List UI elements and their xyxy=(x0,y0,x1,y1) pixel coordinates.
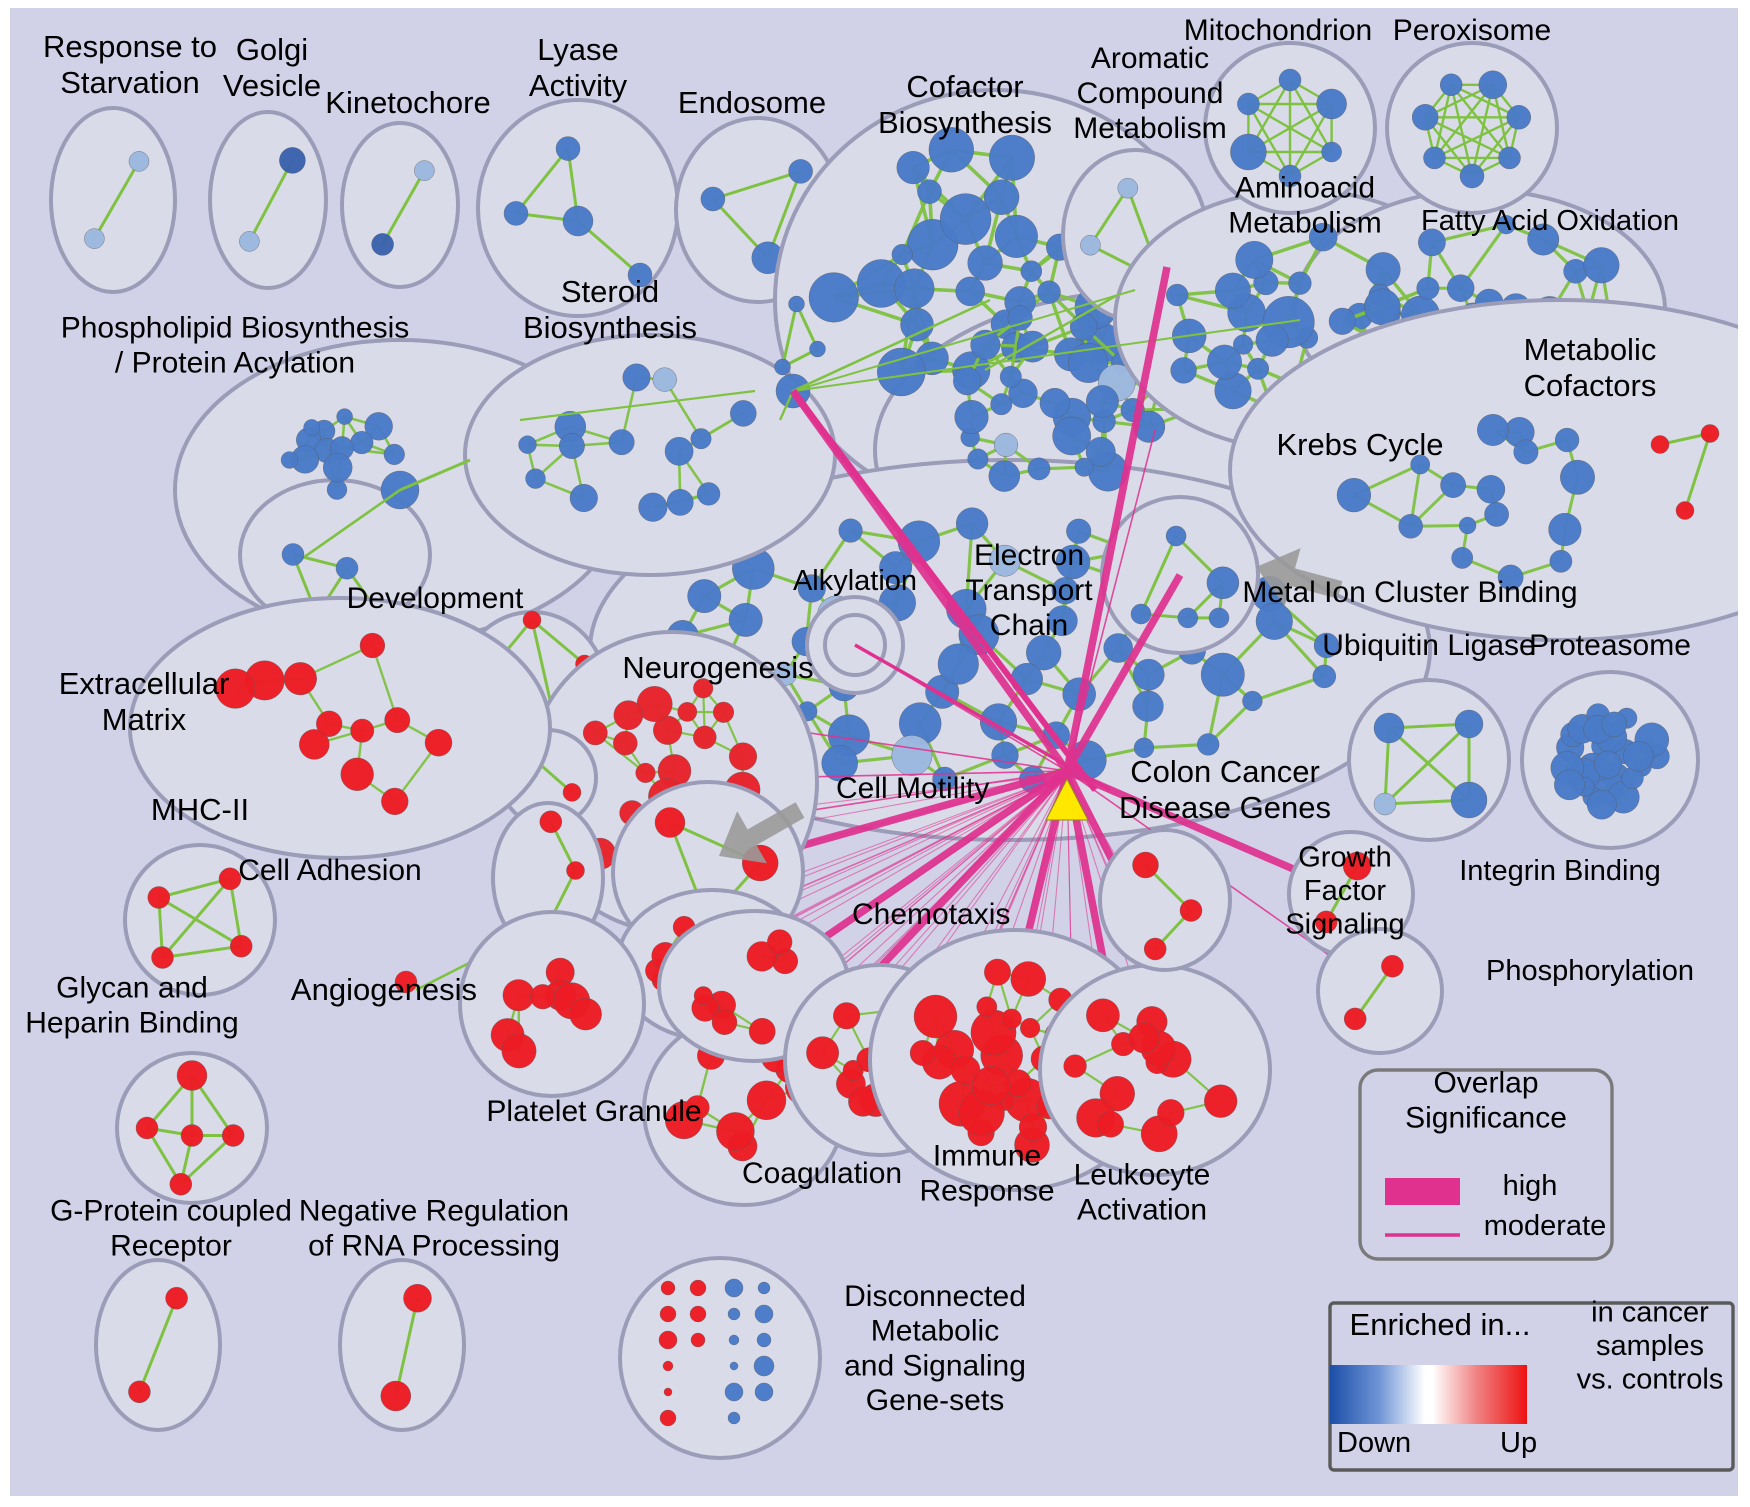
svg-text:Steroid: Steroid xyxy=(561,274,659,309)
svg-text:Transport: Transport xyxy=(965,574,1093,607)
svg-text:Significance: Significance xyxy=(1405,1101,1567,1134)
svg-text:Immune: Immune xyxy=(933,1140,1041,1173)
svg-text:Extracellular: Extracellular xyxy=(59,666,230,701)
svg-text:Ubiquitin Ligase: Ubiquitin Ligase xyxy=(1322,629,1535,662)
svg-text:Aminoacid: Aminoacid xyxy=(1235,172,1375,205)
svg-text:Enriched in...: Enriched in... xyxy=(1350,1307,1531,1342)
svg-text:Metabolic: Metabolic xyxy=(1524,332,1657,367)
svg-text:Neurogenesis: Neurogenesis xyxy=(622,650,813,685)
svg-text:Coagulation: Coagulation xyxy=(742,1157,902,1190)
svg-text:Chain: Chain xyxy=(990,609,1068,642)
svg-text:in cancer: in cancer xyxy=(1591,1296,1709,1328)
svg-text:Angiogenesis: Angiogenesis xyxy=(291,972,477,1007)
svg-text:Phosphorylation: Phosphorylation xyxy=(1486,955,1694,987)
svg-text:Up: Up xyxy=(1500,1427,1537,1459)
svg-text:Leukocyte: Leukocyte xyxy=(1074,1159,1211,1192)
svg-text:/ Protein Acylation: / Protein Acylation xyxy=(115,346,355,379)
svg-text:MHC-II: MHC-II xyxy=(151,792,249,827)
svg-text:Peroxisome: Peroxisome xyxy=(1393,14,1551,47)
svg-text:Starvation: Starvation xyxy=(60,65,200,100)
svg-text:Mitochondrion: Mitochondrion xyxy=(1184,14,1372,47)
svg-text:Electron: Electron xyxy=(974,539,1084,572)
svg-text:Golgi: Golgi xyxy=(236,32,308,67)
svg-text:G-Protein coupled: G-Protein coupled xyxy=(50,1195,292,1228)
svg-text:Kinetochore: Kinetochore xyxy=(325,85,490,120)
svg-text:Metabolism: Metabolism xyxy=(1073,112,1226,145)
svg-text:Gene-sets: Gene-sets xyxy=(866,1384,1004,1417)
svg-text:Growth: Growth xyxy=(1298,841,1391,873)
svg-text:Overlap: Overlap xyxy=(1433,1067,1538,1100)
svg-text:Chemotaxis: Chemotaxis xyxy=(852,898,1010,931)
svg-text:Receptor: Receptor xyxy=(110,1229,232,1262)
svg-text:Alkylation: Alkylation xyxy=(793,565,917,597)
svg-text:Proteasome: Proteasome xyxy=(1529,629,1691,662)
svg-text:Disease Genes: Disease Genes xyxy=(1119,790,1331,825)
svg-text:Cofactors: Cofactors xyxy=(1524,368,1657,403)
svg-text:high: high xyxy=(1503,1170,1558,1202)
svg-text:Lyase: Lyase xyxy=(537,32,619,67)
svg-text:Cofactor: Cofactor xyxy=(906,69,1023,104)
svg-text:Cell Adhesion: Cell Adhesion xyxy=(238,854,421,887)
svg-text:Response to: Response to xyxy=(43,29,217,64)
svg-text:Cell Motility: Cell Motility xyxy=(836,772,989,805)
svg-text:Metal Ion Cluster Binding: Metal Ion Cluster Binding xyxy=(1242,576,1577,609)
svg-text:moderate: moderate xyxy=(1484,1210,1607,1242)
svg-text:Colon Cancer: Colon Cancer xyxy=(1130,754,1320,789)
svg-text:Fatty Acid Oxidation: Fatty Acid Oxidation xyxy=(1421,205,1679,237)
svg-text:Integrin Binding: Integrin Binding xyxy=(1459,855,1661,887)
svg-text:Vesicle: Vesicle xyxy=(223,68,321,103)
svg-text:Phospholipid Biosynthesis: Phospholipid Biosynthesis xyxy=(61,312,410,345)
svg-text:Endosome: Endosome xyxy=(678,85,826,120)
svg-text:Activity: Activity xyxy=(529,68,628,103)
svg-text:Development: Development xyxy=(347,582,524,615)
svg-text:Aromatic: Aromatic xyxy=(1091,42,1209,75)
svg-text:Down: Down xyxy=(1337,1427,1411,1459)
svg-text:Response: Response xyxy=(919,1174,1054,1207)
svg-text:Glycan and: Glycan and xyxy=(56,972,208,1005)
svg-text:Platelet Granule: Platelet Granule xyxy=(486,1095,701,1128)
svg-text:Metabolic: Metabolic xyxy=(871,1315,999,1348)
svg-text:Compound: Compound xyxy=(1077,77,1224,110)
svg-text:vs. controls: vs. controls xyxy=(1577,1364,1724,1396)
svg-text:Disconnected: Disconnected xyxy=(844,1280,1026,1313)
svg-text:Factor: Factor xyxy=(1304,875,1387,907)
svg-text:and Signaling: and Signaling xyxy=(844,1349,1026,1382)
svg-text:Matrix: Matrix xyxy=(102,702,187,737)
svg-text:Negative Regulation: Negative Regulation xyxy=(299,1195,569,1228)
svg-text:Krebs Cycle: Krebs Cycle xyxy=(1276,427,1443,462)
svg-text:Activation: Activation xyxy=(1077,1193,1207,1226)
svg-text:samples: samples xyxy=(1596,1330,1704,1362)
svg-text:Signaling: Signaling xyxy=(1285,909,1404,941)
svg-text:of RNA Processing: of RNA Processing xyxy=(308,1229,560,1262)
svg-text:Biosynthesis: Biosynthesis xyxy=(523,310,697,345)
svg-text:Heparin Binding: Heparin Binding xyxy=(25,1006,238,1039)
svg-text:Metabolism: Metabolism xyxy=(1228,206,1381,239)
svg-text:Biosynthesis: Biosynthesis xyxy=(878,105,1052,140)
